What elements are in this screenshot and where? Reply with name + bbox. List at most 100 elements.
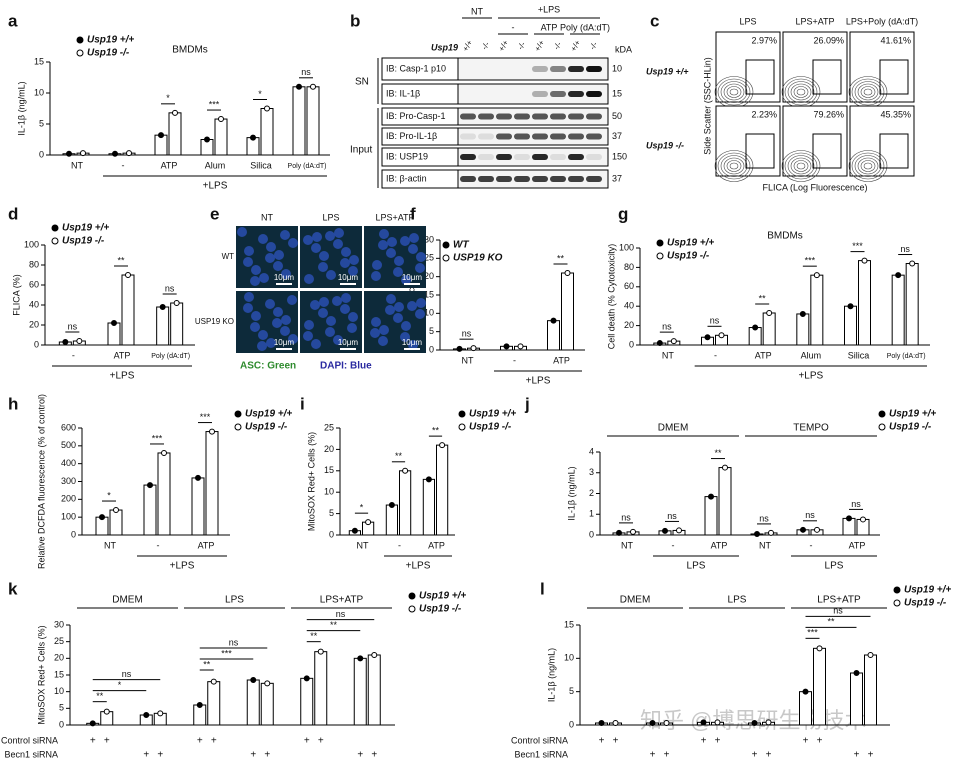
blot-band: [568, 133, 584, 140]
legend-marker: [76, 36, 84, 44]
blot-section: SN: [355, 77, 369, 88]
data-point: [662, 527, 668, 534]
sig-label: ns: [336, 609, 346, 619]
flow-plot: [715, 31, 781, 103]
nucleus: [281, 269, 291, 279]
nucleus: [266, 338, 276, 348]
sig-label: ***: [200, 412, 211, 422]
blot-band: [532, 154, 548, 160]
sig-label: ***: [807, 628, 818, 638]
flow-gate: [812, 59, 842, 95]
micro-legend: ASC: Green: [240, 361, 296, 372]
plus-sign: +: [357, 750, 363, 761]
blot-label-box: [381, 127, 459, 146]
nucleus: [394, 256, 404, 266]
scale-label: 10μm: [338, 338, 359, 347]
nucleus: [371, 317, 381, 327]
data-point: [867, 652, 874, 658]
micro-column-label: LPS+ATP: [375, 212, 414, 222]
legend-label: Usp19 +/+: [667, 238, 714, 249]
blot-band: [496, 133, 512, 140]
plus-sign: +: [371, 750, 377, 761]
x-tick-label: NT: [104, 540, 116, 550]
bar: [844, 305, 857, 346]
bar: [891, 274, 905, 346]
x-tick-label: NT: [462, 355, 474, 365]
y-tick-label: 25: [424, 253, 434, 263]
y-tick-label: 10: [324, 487, 334, 497]
blot-band: [568, 113, 584, 120]
sig-label: ***: [805, 256, 816, 266]
flow-contour: [854, 81, 882, 103]
nucleus: [280, 326, 290, 336]
nucleus: [341, 293, 351, 303]
chart-title: BMDMs: [172, 45, 208, 56]
nucleus: [340, 258, 350, 268]
nucleus: [319, 251, 329, 261]
data-point: [351, 527, 358, 534]
sig-label: ns: [833, 606, 843, 616]
panel-letter: g: [618, 204, 628, 223]
sirna-label: Control siRNA: [511, 735, 568, 745]
blot-band: [532, 176, 548, 182]
blot-kda: 150: [612, 151, 627, 161]
sig-label: **: [759, 293, 767, 303]
legend-marker: [893, 599, 901, 607]
y-tick-label: 100: [61, 512, 76, 522]
y-tick-label: 5: [329, 508, 334, 518]
data-point: [303, 675, 310, 682]
nucleus: [325, 327, 335, 337]
legend-marker: [458, 410, 466, 418]
legend-marker: [51, 237, 59, 245]
blot-genotype: -/-: [516, 40, 528, 51]
blot-genotype: -/-: [588, 40, 600, 51]
nucleus: [304, 274, 314, 284]
legend-marker: [442, 241, 450, 249]
plus-sign: +: [143, 750, 149, 761]
nucleus: [311, 243, 321, 253]
nucleus: [409, 233, 419, 243]
nucleus: [379, 325, 389, 335]
sig-label: ns: [68, 321, 78, 331]
y-tick-label: 0: [429, 344, 434, 354]
legend-label: Usp19 -/-: [667, 251, 710, 262]
sub-label: LPS: [825, 561, 844, 572]
data-point: [616, 529, 622, 536]
data-point: [470, 345, 477, 352]
blot-band: [460, 154, 476, 160]
legend-marker: [234, 423, 242, 431]
flow-contour: [723, 83, 745, 101]
scale-label: 10μm: [274, 273, 295, 282]
y-tick-label: 0: [71, 529, 76, 539]
data-point: [143, 712, 150, 718]
data-point: [147, 482, 153, 489]
data-point: [250, 677, 257, 683]
plus-sign: +: [318, 736, 324, 747]
y-tick-label: 25: [324, 422, 334, 432]
bar: [399, 470, 412, 536]
sig-label: **: [557, 253, 565, 263]
flow-contour: [729, 88, 739, 96]
y-tick-label: 15: [54, 669, 64, 679]
data-point: [802, 688, 809, 695]
x-tick-label: Poly (dA:dT): [151, 353, 190, 360]
micro-column-label: LPS: [322, 212, 339, 222]
nucleus: [312, 232, 322, 242]
flow-percent: 79.26%: [813, 109, 844, 119]
sig-label: ns: [462, 329, 472, 339]
legend-label: Usp19 -/-: [889, 422, 932, 433]
bar: [214, 118, 228, 156]
flow-contour: [857, 83, 879, 101]
data-point: [111, 320, 117, 326]
blot-row-label: IB: USP19: [386, 151, 428, 161]
y-tick-label: 30: [54, 619, 64, 629]
flow-gate: [879, 133, 909, 169]
group-label: +LPS: [406, 561, 431, 572]
flow-gate: [812, 133, 842, 169]
nucleus: [318, 308, 328, 318]
panel-letter: j: [524, 394, 530, 413]
y-tick-label: 60: [29, 279, 39, 289]
nucleus: [265, 253, 275, 263]
bar: [300, 677, 314, 726]
